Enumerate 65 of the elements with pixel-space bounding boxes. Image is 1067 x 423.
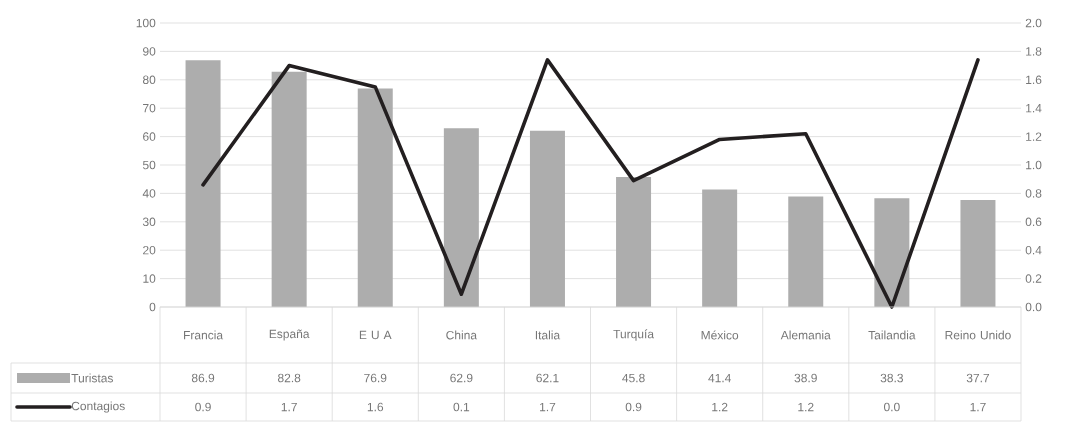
y2-tick-label: 0.0 bbox=[1025, 302, 1042, 312]
line-series bbox=[201, 58, 980, 309]
data-label: 38.3 bbox=[880, 373, 904, 383]
y2-tick-label: 0.4 bbox=[1025, 245, 1042, 255]
y-tick-label: 90 bbox=[143, 47, 156, 56]
y-tick-label: 100 bbox=[136, 18, 156, 28]
bar bbox=[616, 176, 652, 307]
data-label: 0.9 bbox=[195, 402, 211, 412]
y-tick-label: 50 bbox=[142, 160, 156, 170]
legend-label: Turistas bbox=[71, 373, 113, 383]
data-label: 82.8 bbox=[278, 373, 301, 383]
y2-tick-label: 0.8 bbox=[1025, 189, 1042, 198]
y-tick-label: 10 bbox=[143, 274, 156, 283]
bar bbox=[874, 198, 910, 307]
data-label: 38.9 bbox=[794, 373, 817, 383]
x-tick-label: E U A bbox=[359, 330, 392, 340]
y2-tick-label: 1.4 bbox=[1026, 104, 1042, 113]
data-label: 1.7 bbox=[281, 402, 297, 412]
y2-tick-label: 1.8 bbox=[1026, 47, 1042, 56]
bar bbox=[185, 60, 221, 307]
bar bbox=[357, 88, 393, 307]
x-tick-label: Reino Unido bbox=[945, 330, 1011, 340]
x-tick-label: Turquía bbox=[613, 329, 655, 341]
y-tick-label: 70 bbox=[143, 103, 156, 113]
y2-tick-label: 0.2 bbox=[1025, 274, 1042, 283]
data-label: 45.8 bbox=[622, 373, 645, 383]
x-tick-label: Francia bbox=[184, 330, 224, 340]
data-label: 62.1 bbox=[536, 373, 559, 383]
data-label: 1.6 bbox=[367, 402, 384, 412]
data-label: 1.2 bbox=[712, 402, 728, 412]
y-tick-label: 80 bbox=[142, 75, 156, 85]
y2-tick-label: 1.0 bbox=[1026, 160, 1042, 170]
y-tick-label: 60 bbox=[143, 132, 156, 141]
data-label: 1.2 bbox=[798, 402, 814, 412]
x-tick-label: Italia bbox=[535, 330, 561, 340]
x-tick-label: Alemania bbox=[780, 330, 831, 340]
bar bbox=[960, 199, 996, 307]
y-tick-label: 20 bbox=[143, 245, 156, 255]
data-label: 1.7 bbox=[970, 402, 986, 412]
data-label: 37.7 bbox=[966, 373, 990, 383]
x-tick-label: España bbox=[269, 329, 310, 341]
y2-tick-label: 2.0 bbox=[1025, 18, 1042, 28]
y2-tick-label: 0.6 bbox=[1025, 217, 1042, 227]
bar bbox=[443, 128, 479, 307]
data-label: 1.7 bbox=[540, 402, 556, 412]
bar bbox=[788, 196, 824, 307]
bar bbox=[529, 130, 565, 307]
y2-tick-label: 1.6 bbox=[1026, 75, 1042, 85]
data-label: 0.0 bbox=[883, 402, 900, 412]
data-label: 86.9 bbox=[191, 373, 215, 383]
data-label: 41.4 bbox=[708, 373, 731, 383]
bar bbox=[702, 189, 738, 307]
y-tick-label: 0 bbox=[149, 302, 156, 312]
data-label: 62.9 bbox=[450, 373, 473, 383]
data-label: 0.9 bbox=[625, 402, 642, 412]
y-tick-label: 40 bbox=[142, 189, 156, 198]
legend-label: Contagios bbox=[71, 401, 125, 413]
data-label: 76.9 bbox=[364, 373, 387, 383]
bar bbox=[271, 71, 307, 307]
data-label: 0.1 bbox=[453, 402, 470, 412]
x-tick-label: Tailandia bbox=[868, 330, 916, 340]
y2-tick-label: 1.2 bbox=[1026, 132, 1042, 141]
y-tick-label: 30 bbox=[142, 217, 156, 227]
x-tick-label: China bbox=[446, 330, 478, 340]
x-tick-label: México bbox=[701, 330, 739, 340]
